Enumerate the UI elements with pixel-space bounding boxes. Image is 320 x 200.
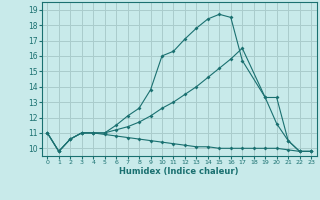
X-axis label: Humidex (Indice chaleur): Humidex (Indice chaleur)	[119, 167, 239, 176]
